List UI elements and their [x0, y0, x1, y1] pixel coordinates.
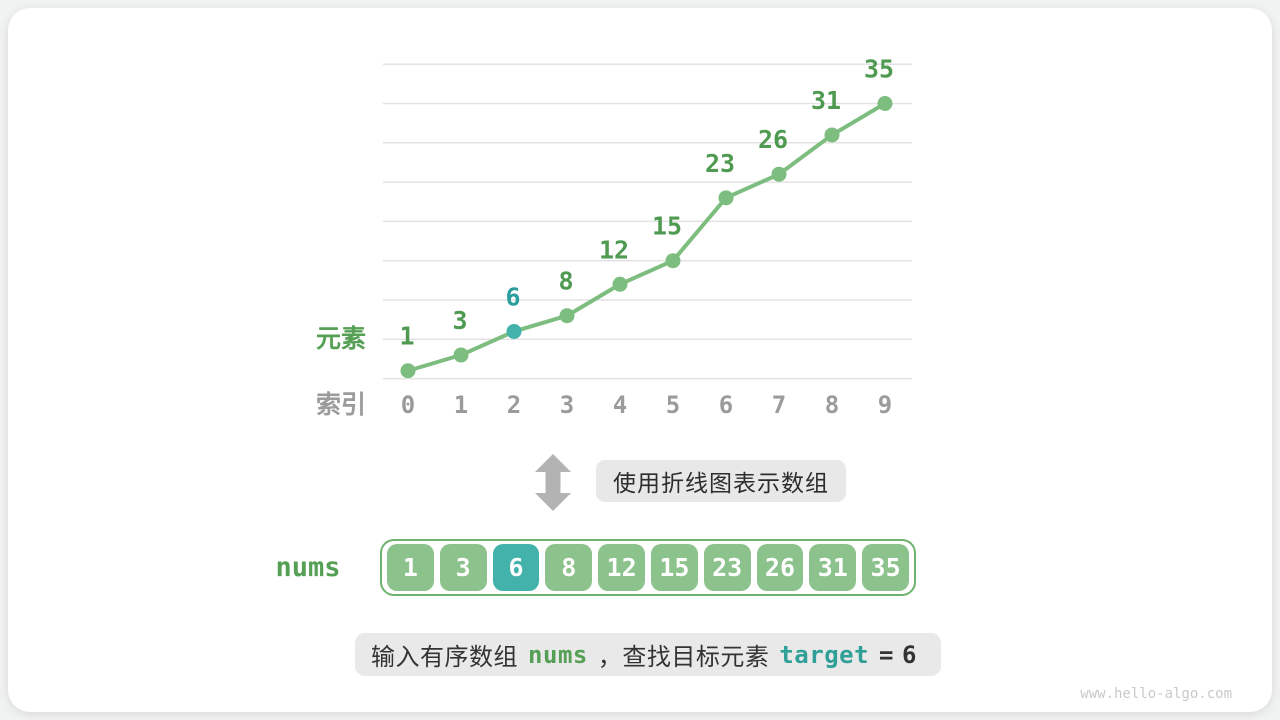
- value-label: 12: [599, 235, 629, 264]
- data-point: [665, 253, 681, 269]
- caption-target-token: target: [779, 640, 870, 669]
- data-point: [400, 363, 416, 379]
- array-cell: 12: [598, 544, 645, 591]
- caption-middle: ，查找目标元素: [597, 644, 770, 671]
- figure-card: 1 0 3 1 6 2 8 3 12 4 15 5 23 6 26 7 31 8 35 9 元素 索引 使用折线图表示数组…: [8, 8, 1272, 712]
- array-cell: 23: [703, 544, 751, 591]
- arrow-shape: [535, 454, 571, 511]
- watermark: www.hello-algo.com: [1080, 686, 1232, 702]
- x-axis-label: 索引: [316, 391, 366, 419]
- transform-note-box: 使用折线图表示数组: [596, 460, 846, 502]
- transform-note-label: 使用折线图表示数组: [613, 470, 829, 496]
- array-cell: 31: [809, 544, 857, 591]
- array-cell: 26: [756, 544, 804, 591]
- value-label: 3: [452, 306, 467, 335]
- array-name-label: nums: [275, 552, 341, 583]
- index-label: 8: [825, 391, 839, 419]
- array-cell: 15: [650, 544, 698, 591]
- caption-nums-token: nums: [528, 640, 588, 669]
- caption-equals: =: [879, 640, 894, 669]
- y-axis-label: 元素: [316, 325, 366, 353]
- value-label: 8: [558, 267, 573, 296]
- caption-prefix: 输入有序数组: [371, 644, 519, 671]
- index-label: 9: [878, 391, 892, 419]
- index-label: 6: [719, 391, 733, 419]
- data-point: [718, 190, 734, 206]
- value-label: 23: [705, 149, 735, 178]
- index-label: 2: [507, 391, 521, 419]
- index-label: 5: [666, 391, 680, 419]
- data-point: [453, 347, 469, 363]
- index-label: 0: [401, 391, 415, 419]
- array-cell: 8: [545, 544, 593, 591]
- value-label: 35: [864, 55, 894, 84]
- up-down-arrow-icon: [535, 454, 571, 511]
- data-point: [559, 308, 575, 324]
- value-label: 1: [399, 322, 414, 351]
- nums-array: 1 3 6 8 12 15 23 26 31 35: [380, 539, 916, 596]
- array-cell-highlight: 6: [492, 544, 540, 591]
- index-label: 3: [560, 391, 574, 419]
- value-label: 6: [505, 282, 520, 311]
- caption-box: 输入有序数组 nums ，查找目标元素 target = 6: [355, 633, 941, 676]
- data-point: [877, 96, 893, 111]
- value-label: 15: [652, 212, 682, 241]
- caption-target-value: 6: [902, 640, 917, 669]
- data-point: [824, 127, 840, 143]
- index-label: 1: [454, 391, 468, 419]
- array-cell: 35: [862, 544, 909, 591]
- value-label: 31: [811, 86, 841, 115]
- array-cell: 3: [439, 544, 487, 591]
- array-cell: 1: [387, 544, 434, 591]
- index-label: 4: [613, 391, 627, 419]
- data-point-highlight: [506, 323, 522, 339]
- index-label: 7: [772, 391, 786, 419]
- value-label: 26: [758, 125, 788, 154]
- line-series: [407, 101, 887, 373]
- data-point: [612, 276, 628, 292]
- data-point: [771, 166, 787, 182]
